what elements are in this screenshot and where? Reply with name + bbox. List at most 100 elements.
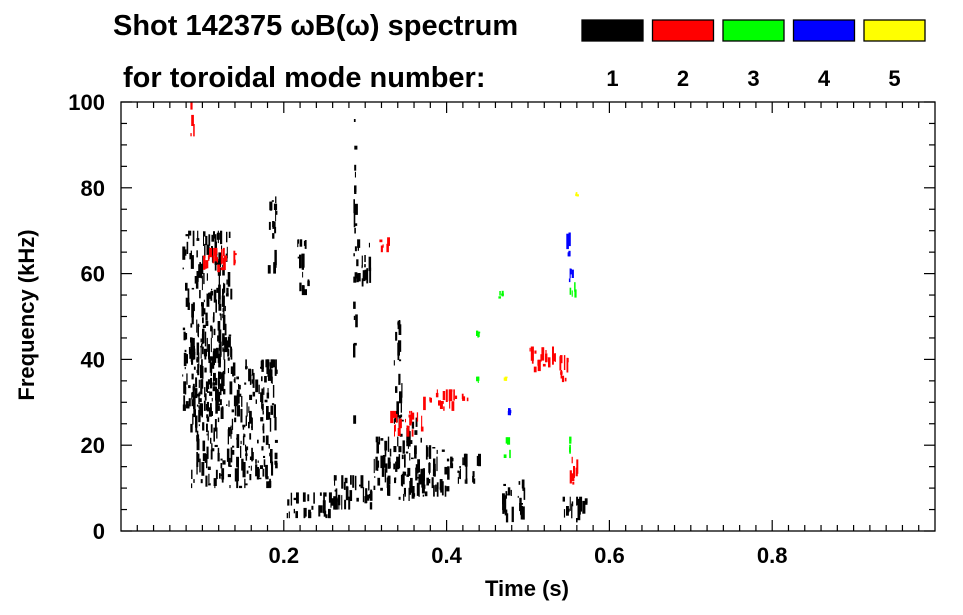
spectrum-speck	[214, 419, 217, 432]
spectrum-speck	[334, 489, 337, 492]
spectrum-speck	[407, 467, 411, 476]
spectrum-speck	[576, 194, 579, 197]
spectrum-speck	[574, 289, 577, 298]
spectral-region	[333, 475, 373, 510]
spectrum-speck	[466, 397, 469, 402]
spectral-region	[226, 359, 278, 489]
spectrum-speck	[566, 233, 569, 250]
spectrum-speck	[184, 249, 187, 256]
spectrum-speck	[388, 461, 391, 468]
spectrum-speck	[227, 459, 229, 462]
spectrum-speck	[453, 389, 455, 401]
spectrum-speck	[359, 484, 361, 487]
spectrum-speck	[418, 474, 422, 485]
spectrum-speck	[223, 388, 226, 395]
spectrum-speck	[208, 473, 210, 483]
spectrum-speck	[275, 209, 277, 222]
spectrum-speck	[201, 359, 203, 367]
spectrum-speck	[195, 423, 198, 433]
spectrum-speck	[194, 276, 198, 284]
spectrum-speck	[387, 476, 389, 481]
spectrum-speck	[243, 433, 245, 438]
spectrum-speck	[202, 346, 204, 355]
spectrum-speck	[375, 436, 379, 443]
spectrum-speck	[564, 377, 567, 382]
spectrum-speck	[252, 372, 255, 388]
spectrum-speck	[436, 487, 439, 497]
spectrum-speck	[249, 411, 252, 424]
spectrum-speck	[196, 438, 200, 451]
spectrum-speck	[251, 369, 254, 376]
spectrum-speck	[416, 412, 419, 422]
y-tick-label: 20	[81, 433, 105, 458]
spectrum-speck	[218, 324, 220, 335]
spectrum-speck	[206, 293, 210, 307]
spectrum-speck	[441, 449, 445, 452]
spectrum-speck	[328, 492, 332, 503]
spectrum-speck	[353, 276, 357, 283]
spectrum-speck	[299, 282, 302, 292]
spectrum-speck	[368, 480, 370, 491]
spectrum-speck	[227, 429, 229, 445]
spectrum-speck	[400, 414, 403, 418]
spectrum-speck	[236, 475, 239, 489]
spectrum-speck	[215, 398, 218, 414]
spectrum-speck	[398, 446, 402, 453]
spectrum-speck	[218, 403, 220, 406]
spectrum-speck	[478, 453, 481, 467]
spectrum-speck	[215, 469, 218, 480]
spectrum-speck	[322, 500, 326, 514]
spectrum-speck	[214, 444, 218, 447]
spectrum-speck	[354, 185, 357, 193]
spectrum-speck	[505, 437, 508, 444]
spectrum-speck	[206, 433, 208, 436]
spectrum-speck	[191, 303, 194, 318]
spectrum-speck	[191, 469, 193, 479]
spectral-region	[190, 102, 195, 137]
spectrum-speck	[196, 238, 200, 241]
spectrum-speck	[323, 492, 325, 507]
spectrum-speck	[193, 395, 196, 410]
spectrum-speck	[295, 511, 298, 519]
spectral-region	[476, 376, 480, 383]
spectrum-speck	[218, 252, 222, 266]
spectrum-speck	[301, 285, 305, 296]
spectrum-speck	[201, 462, 205, 476]
spectrum-speck	[398, 496, 401, 500]
spectrum-speck	[208, 483, 211, 486]
spectrum-speck	[396, 456, 400, 470]
spectrum-speck	[334, 497, 338, 502]
spectrum-speck	[250, 465, 252, 471]
spectrum-speck	[477, 376, 480, 381]
spectrum-speck	[577, 506, 581, 521]
spectrum-speck	[576, 496, 579, 506]
legend-swatch-mode-4	[792, 19, 856, 42]
spectrum-speck	[571, 473, 575, 481]
spectrum-speck	[364, 255, 366, 263]
spectrum-speck	[386, 243, 389, 253]
spectrum-speck	[343, 481, 346, 490]
spectrum-speck	[559, 356, 562, 371]
spectral-region	[476, 330, 481, 338]
spectrum-speck	[219, 383, 222, 396]
spectrum-speck	[358, 273, 361, 282]
spectrum-speck	[188, 230, 192, 236]
spectrum-speck	[196, 250, 198, 258]
spectrum-speck	[265, 464, 268, 478]
spectrum-speck	[399, 391, 403, 404]
spectrum-speck	[227, 336, 231, 348]
spectrum-speck	[576, 518, 578, 523]
spectrum-speck	[217, 417, 220, 423]
spectrum-speck	[338, 500, 340, 510]
spectrum-speck	[348, 496, 351, 510]
spectrum-speck	[211, 357, 215, 369]
spectral-region	[569, 436, 572, 454]
spectrum-speck	[222, 313, 224, 319]
spectrum-speck	[473, 478, 476, 484]
spectral-region	[379, 237, 390, 253]
spectrum-speck	[533, 366, 537, 373]
spectrum-speck	[200, 347, 202, 359]
spectrum-speck	[365, 488, 368, 504]
spectrum-speck	[187, 404, 190, 409]
spectrum-speck	[503, 483, 506, 486]
